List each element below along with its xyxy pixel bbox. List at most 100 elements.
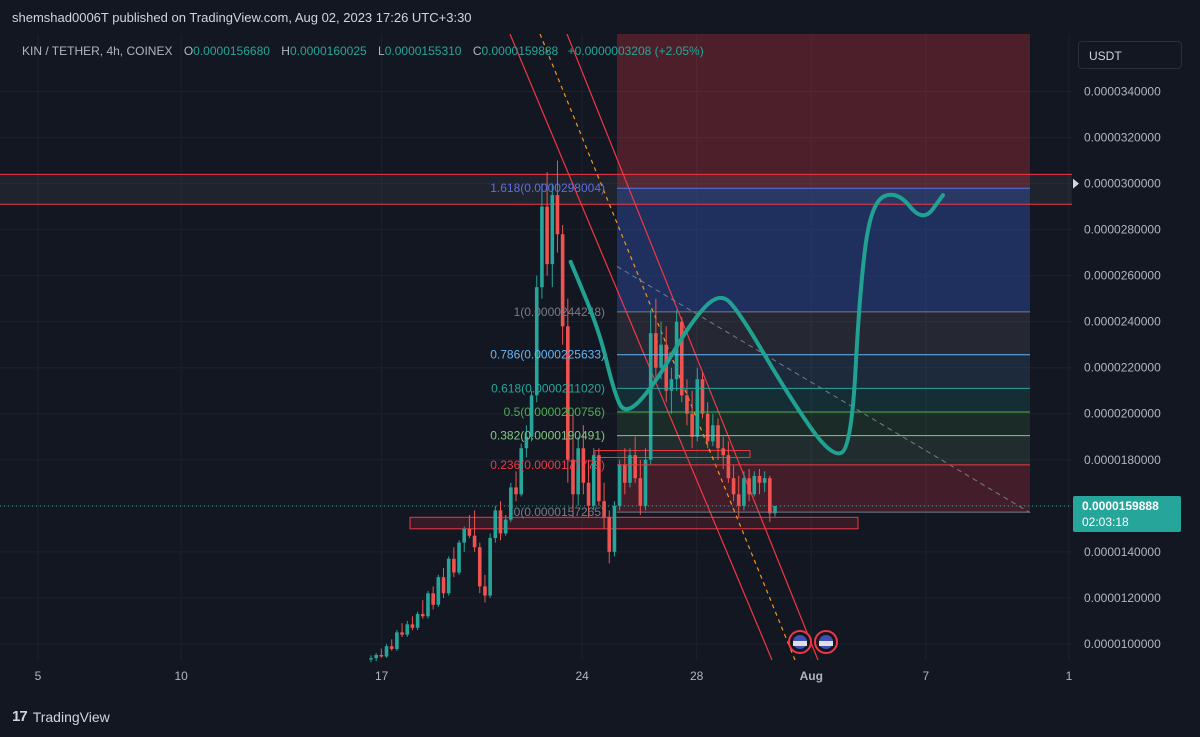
candle-body [612, 505, 617, 552]
candle-body [617, 464, 622, 506]
candle-body [436, 577, 441, 605]
price-tick-label: 0.0000100000 [1084, 637, 1161, 651]
candle-body [415, 613, 420, 628]
support-box [409, 516, 859, 530]
candle-body [493, 510, 498, 539]
candle-body [690, 413, 694, 437]
candle-body [628, 455, 632, 483]
fib-trend-line [616, 266, 1031, 514]
candle-body [509, 487, 513, 520]
price-axis: 0.0000100000 0.0000120000 0.0000140000 0.00… [1073, 85, 1181, 651]
candle-body [550, 195, 555, 265]
candle-body [410, 624, 415, 628]
symbol-label[interactable]: KIN / TETHER, 4h, COINEX [22, 44, 173, 58]
candle-body [597, 455, 601, 502]
candle-body [389, 646, 394, 649]
price-tick-label: 0.0000180000 [1084, 453, 1161, 467]
candle-body [519, 448, 524, 495]
candle-body [446, 558, 451, 594]
projection-curve [568, 192, 945, 456]
candle-body [566, 326, 570, 460]
candle-body [768, 478, 772, 514]
candle-body [571, 459, 575, 495]
high-key: H [281, 44, 290, 58]
candle-body [747, 478, 751, 495]
fib-level-label: 0.236(0.0000177779) [490, 458, 605, 472]
candle-body [379, 654, 384, 657]
candle-body [384, 646, 389, 657]
candle-body [638, 478, 643, 506]
candle-body [762, 478, 767, 483]
top-bar: shemshad0006T published on TradingView.c… [0, 0, 1200, 34]
candle-body [405, 624, 410, 635]
candle-body [395, 632, 399, 649]
candle-body [695, 379, 700, 437]
candle-body [742, 478, 746, 506]
candle-body [711, 425, 715, 442]
channel-line-upper [509, 33, 773, 661]
candle-body [773, 506, 777, 514]
candle-body [555, 195, 560, 235]
candle-body [581, 448, 586, 483]
open-value: 0.0000156680 [193, 44, 270, 58]
candle-body [700, 379, 705, 414]
us-flag-stripes [793, 641, 807, 646]
ohlc-legend: KIN / TETHER, 4h, COINEX O0.0000156680 H… [22, 44, 704, 58]
low-value: 0.0000155310 [384, 44, 462, 58]
grid [0, 34, 1072, 660]
fib-band [617, 311, 1030, 355]
fib-level-label: 1(0.0000244248) [514, 305, 605, 319]
currency-button[interactable]: USDT [1078, 41, 1182, 69]
candle-body [462, 528, 467, 543]
candle-body [457, 542, 461, 573]
candle-body [685, 395, 689, 414]
chart-area[interactable]: 1.618(0.0000298004) 1(0.0000244248) 0.786(… [0, 33, 1200, 694]
candle-body [576, 448, 580, 495]
candle-body [431, 593, 435, 605]
candle-body [503, 519, 508, 534]
time-axis: 5 10 17 24 28 Aug 7 1 [35, 669, 1073, 683]
fibonacci-levels: 1.618(0.0000298004) 1(0.0000244248) 0.786(… [490, 181, 1030, 519]
low-key: L [378, 44, 385, 58]
price-tick-label: 0.0000340000 [1084, 85, 1161, 99]
candle-body [441, 577, 446, 594]
candle-body [622, 464, 627, 483]
minor-box [594, 450, 751, 458]
candle-body [483, 586, 487, 596]
last-price-label: 0.0000159888 [1082, 499, 1159, 513]
candle-body [602, 501, 606, 518]
time-tick-label: 7 [922, 669, 929, 683]
candle-body [545, 206, 549, 265]
candle-body [467, 528, 472, 536]
channel-line-lower [566, 33, 819, 661]
candle-body [633, 455, 637, 479]
price-chart[interactable]: 1.618(0.0000298004) 1(0.0000244248) 0.786(… [0, 33, 1200, 694]
candle-body [705, 413, 710, 442]
candle-body [477, 547, 482, 587]
price-tick-label: 0.0000200000 [1084, 407, 1161, 421]
fib-level-label: 1.618(0.0000298004) [490, 181, 605, 195]
resistance-band [0, 174, 1072, 205]
candle-body [726, 455, 731, 479]
candle-body [659, 344, 663, 368]
trend-lines [0, 33, 1072, 661]
brand-name: TradingView [32, 708, 110, 725]
fib-band [617, 388, 1030, 413]
candle-body [529, 395, 534, 437]
target-zones [617, 34, 1030, 513]
published-caption: shemshad0006T published on TradingView.c… [12, 10, 472, 25]
price-tick-label: 0.0000140000 [1084, 545, 1161, 559]
us-flag-stripes [819, 641, 833, 646]
candle-body [374, 654, 378, 659]
candle-body [420, 613, 425, 617]
candle-body [560, 234, 565, 327]
candle-body [586, 482, 591, 506]
candle-body [607, 517, 612, 552]
candle-body [648, 333, 653, 460]
candle-body [591, 455, 596, 506]
fib-level-label: 0.382(0.0000190491) [490, 429, 605, 443]
price-tick-label: 0.0000280000 [1084, 223, 1161, 237]
time-tick-label: 10 [175, 669, 189, 683]
tradingview-brand[interactable]: 17 TradingView [12, 708, 110, 725]
